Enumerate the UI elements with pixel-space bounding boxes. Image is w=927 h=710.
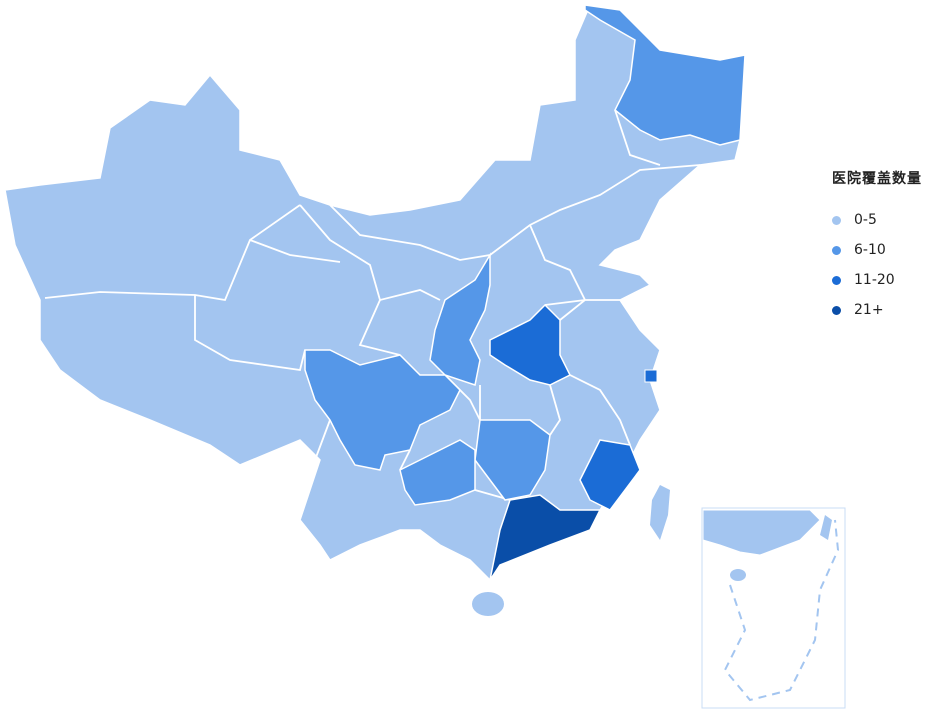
region-guangdong[interactable] [489, 494, 602, 581]
legend-dot-icon [832, 275, 841, 285]
legend-label: 11-20 [854, 272, 895, 288]
legend-dot-icon [832, 215, 841, 225]
legend-item-21-plus[interactable]: 21+ [832, 290, 922, 330]
region-shanghai[interactable] [644, 369, 658, 383]
legend-label: 6-10 [854, 242, 886, 258]
china-base [4, 4, 746, 616]
legend-item-0-5[interactable]: 0-5 [832, 200, 922, 240]
china-mainland[interactable] [4, 4, 746, 582]
legend-label: 21+ [854, 302, 884, 318]
legend-item-6-10[interactable]: 6-10 [832, 230, 922, 270]
legend-item-11-20[interactable]: 11-20 [832, 260, 922, 300]
nine-dash-line [723, 519, 840, 702]
hainan[interactable] [472, 592, 504, 616]
legend-dot-icon [832, 305, 841, 315]
region-hunan[interactable] [474, 419, 551, 501]
region-henan[interactable] [489, 303, 572, 386]
region-fujian[interactable] [579, 439, 641, 511]
province-borders [44, 109, 701, 501]
legend-label: 0-5 [854, 212, 877, 228]
legend: 医院覆盖数量 0-5 6-10 11-20 21+ [832, 168, 922, 330]
taiwan[interactable] [650, 485, 670, 540]
region-shaanxi[interactable] [429, 252, 491, 386]
legend-title: 医院覆盖数量 [832, 171, 922, 187]
south-china-sea-inset [701, 507, 846, 709]
region-guizhou[interactable] [399, 439, 476, 506]
region-sichuan[interactable] [304, 349, 461, 471]
region-heilongjiang[interactable] [584, 4, 746, 146]
legend-dot-icon [832, 245, 841, 255]
